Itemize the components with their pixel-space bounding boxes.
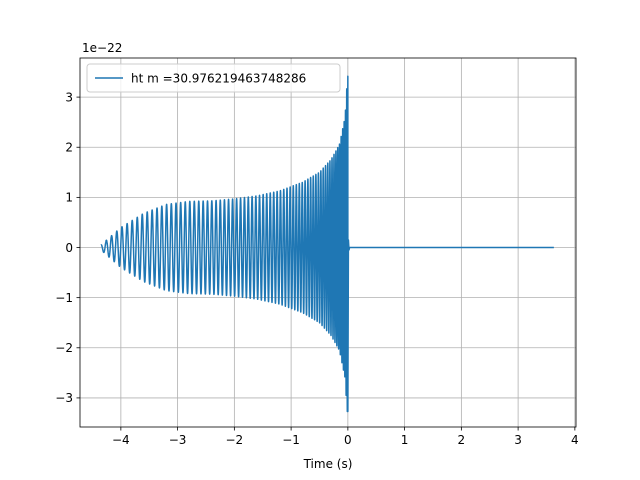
legend: ht m =30.976219463748286 xyxy=(86,63,341,93)
x-tick-label: 2 xyxy=(458,433,466,447)
y-tick-label: 2 xyxy=(65,141,73,155)
plot-frame xyxy=(79,57,577,428)
x-tick-label: 4 xyxy=(571,433,579,447)
x-tick-label: 1 xyxy=(401,433,409,447)
x-tick-label: −2 xyxy=(226,433,244,447)
x-tick-label: −4 xyxy=(112,433,130,447)
series-line xyxy=(100,75,554,413)
x-axis: −4 −3 −2 −1 0 1 2 3 4 xyxy=(112,427,579,447)
y-tick-label: 1 xyxy=(65,191,73,205)
y-tick-label: −2 xyxy=(55,341,73,355)
x-tick-label: −3 xyxy=(169,433,187,447)
x-tick-label: 3 xyxy=(514,433,522,447)
y-tick-label: 3 xyxy=(65,90,73,104)
series-group xyxy=(100,75,554,413)
x-tick-label: −1 xyxy=(282,433,300,447)
y-offset-label: 1e−22 xyxy=(82,41,122,55)
y-tick-label: 0 xyxy=(65,241,73,255)
legend-box xyxy=(86,63,341,93)
legend-label: ht m =30.976219463748286 xyxy=(131,72,306,86)
y-tick-label: −3 xyxy=(55,391,73,405)
y-tick-label: −1 xyxy=(55,291,73,305)
x-tick-label: 0 xyxy=(344,433,352,447)
x-axis-label: Time (s) xyxy=(303,457,353,471)
y-axis: −3 −2 −1 0 1 2 3 xyxy=(55,90,80,405)
